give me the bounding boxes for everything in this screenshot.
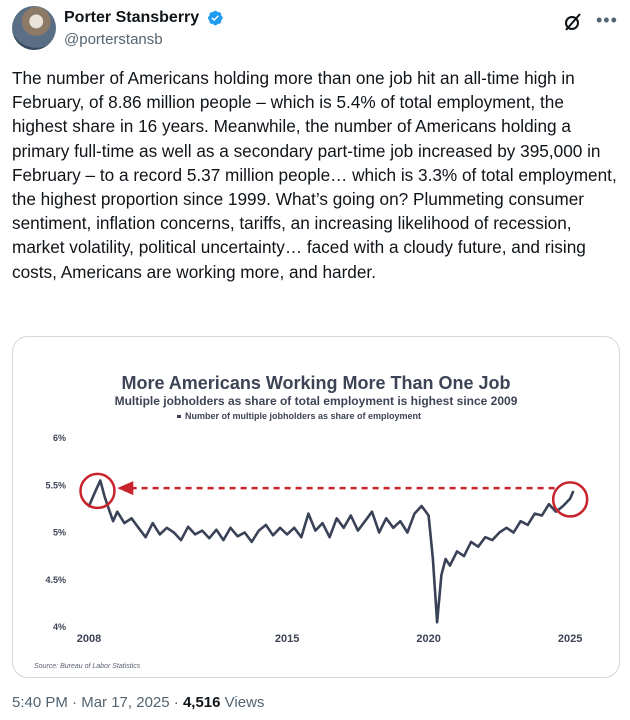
separator: · bbox=[67, 694, 82, 711]
annotation-circle bbox=[551, 481, 589, 518]
timestamp-row: 5:40 PM · Mar 17, 2025 · 4,516 Views bbox=[12, 694, 264, 711]
tweet-text: The number of Americans holding more tha… bbox=[12, 68, 617, 282]
verified-badge-icon bbox=[208, 10, 223, 26]
x-tick-label: 2020 bbox=[416, 633, 440, 645]
legend-label: Number of multiple jobholders as share o… bbox=[185, 411, 421, 421]
post-time[interactable]: 5:40 PM bbox=[12, 694, 68, 711]
separator: · bbox=[169, 694, 183, 711]
more-icon[interactable]: ••• bbox=[596, 10, 618, 30]
chart-image[interactable]: More Americans Working More Than One Job… bbox=[12, 336, 620, 678]
y-tick-label: 4.5% bbox=[45, 575, 66, 585]
chart-title: More Americans Working More Than One Job bbox=[121, 373, 510, 393]
chart-subtitle: Multiple jobholders as share of total em… bbox=[115, 394, 518, 408]
annotation-arrow-head bbox=[117, 481, 134, 496]
chart: More Americans Working More Than One Job… bbox=[34, 373, 589, 670]
y-tick-label: 4% bbox=[53, 622, 66, 632]
chart-source: Source: Bureau of Labor Statistics bbox=[34, 663, 141, 670]
author-name[interactable]: Porter Stansberry bbox=[64, 9, 200, 26]
author-handle[interactable]: @porterstansb bbox=[64, 31, 163, 48]
views-count: 4,516 bbox=[182, 694, 221, 711]
legend-swatch bbox=[177, 415, 181, 418]
y-tick-label: 6% bbox=[53, 433, 66, 443]
series-line bbox=[87, 479, 575, 624]
y-tick-label: 5.5% bbox=[45, 480, 66, 490]
x-tick-label: 2015 bbox=[275, 633, 299, 645]
y-tick-label: 5% bbox=[53, 528, 66, 538]
grok-icon[interactable] bbox=[563, 12, 583, 32]
annotation-circle bbox=[79, 472, 116, 510]
post-date[interactable]: Mar 17, 2025 bbox=[81, 694, 170, 711]
views-label: Views bbox=[224, 694, 265, 711]
avatar[interactable] bbox=[12, 6, 56, 50]
x-tick-label: 2025 bbox=[558, 633, 582, 645]
x-tick-label: 2008 bbox=[77, 633, 101, 645]
